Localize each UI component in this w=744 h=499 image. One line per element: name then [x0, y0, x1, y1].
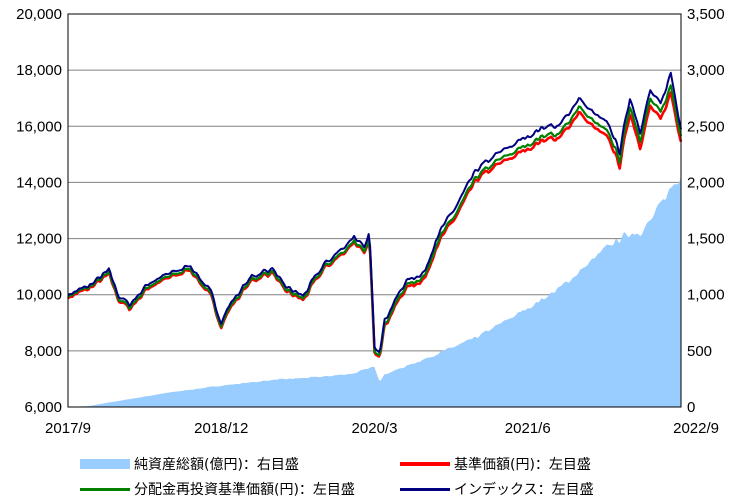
right-tick-label: 3,000	[687, 62, 725, 79]
legend-swatch-net-assets	[80, 459, 130, 469]
left-axis-ticks: 6,000 8,000 10,000 12,000 14,000 16,000 18,000…	[16, 6, 62, 416]
right-tick-label: 0	[687, 399, 695, 416]
x-axis-ticks: 2017/9 2018/12 2020/3 2021/6 2022/9	[45, 420, 719, 437]
legend-label-nav: 基準価額(円)：左目盛	[454, 457, 591, 473]
legend-item-reinvested-nav: 分配金再投資基準価額(円)：左目盛	[80, 479, 355, 499]
legend-swatch-index	[400, 487, 450, 491]
legend-label-net-assets: 純資産総額(億円)：右目盛	[134, 457, 299, 473]
legend-swatch-reinvested-nav	[80, 487, 130, 491]
left-tick-label: 8,000	[24, 343, 62, 360]
series-line-reinvested-nav	[67, 84, 683, 357]
x-tick-label: 2022/9	[673, 420, 719, 437]
legend-item-index: インデックス：左目盛	[400, 479, 594, 499]
right-tick-label: 500	[687, 343, 712, 360]
right-axis-ticks: 0 500 1,000 1,500 2,000 2,500 3,000 3,500	[687, 6, 725, 416]
right-tick-label: 1,500	[687, 231, 725, 248]
left-tick-label: 20,000	[16, 6, 62, 23]
right-tick-label: 1,000	[687, 287, 725, 304]
left-tick-label: 10,000	[16, 287, 62, 304]
left-tick-label: 16,000	[16, 118, 62, 135]
x-tick-label: 2017/9	[45, 420, 91, 437]
legend-label-reinvested-nav: 分配金再投資基準価額(円)：左目盛	[134, 482, 355, 498]
right-tick-label: 2,500	[687, 118, 725, 135]
right-tick-label: 3,500	[687, 6, 725, 23]
legend-swatch-nav	[400, 462, 450, 466]
legend: 純資産総額(億円)：右目盛 基準価額(円)：左目盛 分配金再投資基準価額(円)：…	[0, 448, 744, 499]
line-layer	[67, 71, 683, 358]
right-tick-label: 2,000	[687, 174, 725, 191]
plot-frame	[67, 13, 682, 408]
legend-item-net-assets: 純資産総額(億円)：右目盛	[80, 454, 299, 474]
left-tick-label: 18,000	[16, 62, 62, 79]
x-tick-label: 2020/3	[352, 420, 398, 437]
legend-item-nav: 基準価額(円)：左目盛	[400, 454, 591, 474]
series-area-net-assets	[68, 177, 681, 407]
left-tick-label: 14,000	[16, 174, 62, 191]
left-tick-label: 6,000	[24, 399, 62, 416]
series-line-index	[67, 71, 682, 354]
legend-label-index: インデックス：左目盛	[454, 482, 594, 498]
left-tick-label: 12,000	[16, 231, 62, 248]
x-tick-label: 2021/6	[505, 420, 551, 437]
chart: 6,000 8,000 10,000 12,000 14,000 16,000 18,000…	[16, 6, 725, 437]
area-layer	[68, 177, 681, 407]
x-tick-label: 2018/12	[194, 420, 248, 437]
